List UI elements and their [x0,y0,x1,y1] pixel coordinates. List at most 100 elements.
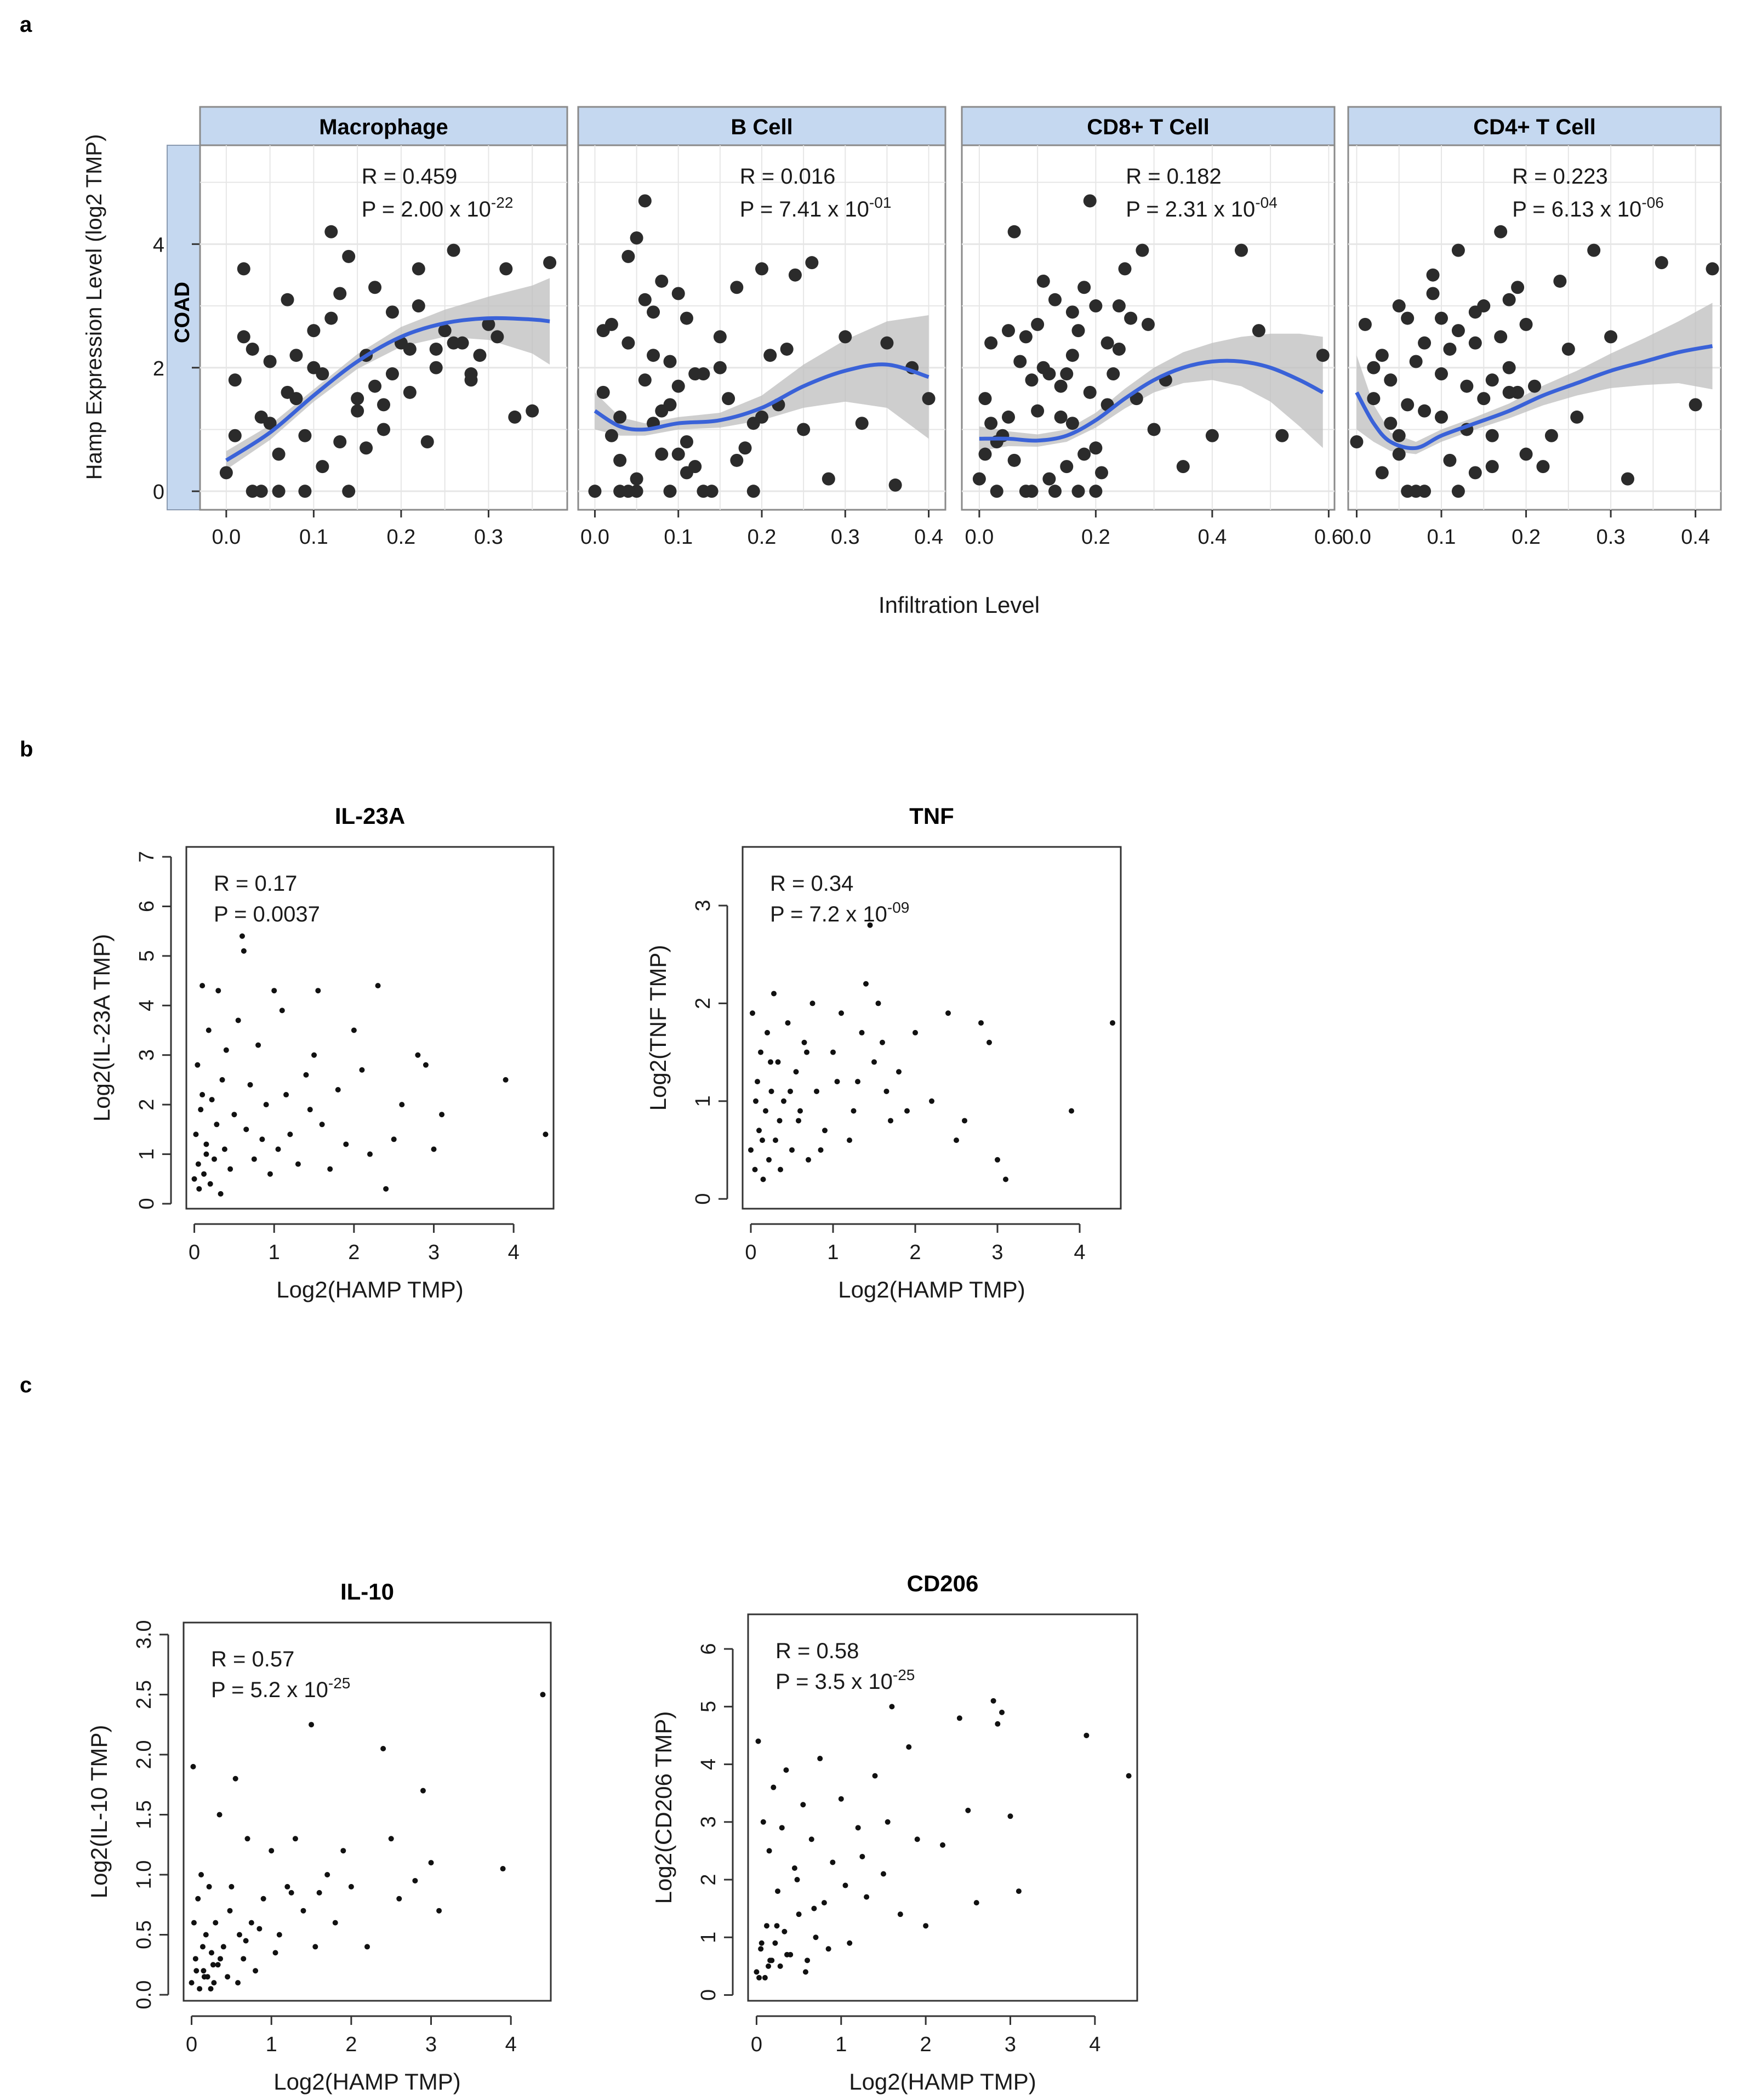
data-point [767,1957,773,1964]
data-point [763,349,777,362]
data-point [503,1077,509,1083]
data-point [986,1039,992,1045]
data-point [206,1883,212,1890]
data-point [638,293,652,306]
data-point [367,1151,373,1157]
data-point [343,1141,349,1147]
panel-a-facets: 0 2 4 Macrophage R = 0.459 P = 2.00 x 10-22 0.… [153,106,1722,549]
data-point [388,1836,394,1842]
data-point [1494,225,1508,238]
data-point [766,1848,772,1854]
data-point [191,1920,197,1926]
data-point [241,948,247,954]
data-point [1036,361,1050,374]
data-point [288,1890,294,1896]
data-point [888,478,902,492]
data-point [1275,429,1289,442]
data-point [351,1027,357,1033]
data-point [765,1029,770,1035]
data-point [195,1062,201,1068]
data-point [319,1122,325,1128]
data-point [671,379,685,393]
data-point [1502,361,1516,374]
data-point [780,342,794,356]
x-tick-label: 1 [266,2033,277,2056]
data-point [1107,367,1120,381]
data-point [1016,1888,1022,1894]
x-tick-label: 2 [348,1241,360,1264]
data-point [1252,324,1265,338]
data-point [415,1052,421,1058]
y-tick-label: 3.0 [133,1620,156,1649]
data-point [774,1923,780,1929]
data-point [813,1934,819,1940]
data-point [755,1738,761,1744]
data-point [412,299,425,313]
data-point [198,1872,204,1877]
data-point [1443,453,1457,467]
data-point [1426,268,1440,282]
data-point [897,1911,903,1917]
data-point [1205,429,1219,442]
data-point [316,460,329,474]
data-point [447,336,460,350]
data-point [423,1062,429,1068]
data-point [788,268,802,282]
data-point [839,330,852,344]
annotation-p-exponent: -22 [491,194,513,211]
x-tick-label: 4 [1089,2033,1100,2056]
data-point [596,385,610,399]
data-point [1485,460,1499,474]
data-point [1519,317,1533,331]
data-point [436,1908,442,1914]
plot-frame [747,1613,1138,2002]
data-point [1392,429,1406,442]
data-point [875,1000,881,1006]
data-point [758,1049,763,1055]
data-point [491,330,504,344]
data-point [830,1859,836,1865]
y-tick-label: 2 [153,357,164,380]
data-point [1519,447,1533,461]
data-point [275,1146,281,1152]
data-point [1176,460,1190,474]
data-point [759,1940,765,1946]
data-point [235,1980,241,1986]
data-point [1002,324,1015,338]
x-tick-label: 4 [505,2033,517,2056]
data-point [647,305,660,319]
data-point [995,1157,1000,1163]
x-axis-label-a: Infiltration Level [879,592,1040,618]
data-point [543,1131,549,1137]
data-point [713,330,727,344]
data-point [1401,311,1415,325]
data-point [211,1980,217,1986]
data-point [351,404,364,418]
data-point [1367,392,1381,406]
data-point [1561,342,1575,356]
x-tick-label: 1 [835,2033,847,2056]
y-tick-label: 2 [697,1874,720,1885]
data-point [377,423,390,436]
data-point [267,1171,273,1177]
data-point [788,1088,793,1094]
data-point [663,355,677,368]
annotation-p-base: P = 7.2 x 10 [770,902,887,926]
data-point [962,1118,967,1124]
data-point [1494,330,1508,344]
data-point [191,1176,197,1182]
data-point [1621,472,1634,486]
data-point [1065,349,1079,362]
y-axis-label-a: Hamp Expression Level (log2 TMP) [82,134,106,480]
data-point [201,1171,207,1177]
data-point [613,410,627,424]
y-axis-label: Log2(IL-10 TMP) [86,1725,112,1899]
data-point [447,243,460,257]
data-point [218,1956,223,1962]
data-point [500,1866,506,1872]
data-point [906,1744,912,1750]
panel-label-c: c [20,1373,32,1397]
data-point [1468,305,1482,319]
panel-label-a: a [20,13,32,37]
data-point [438,324,452,338]
